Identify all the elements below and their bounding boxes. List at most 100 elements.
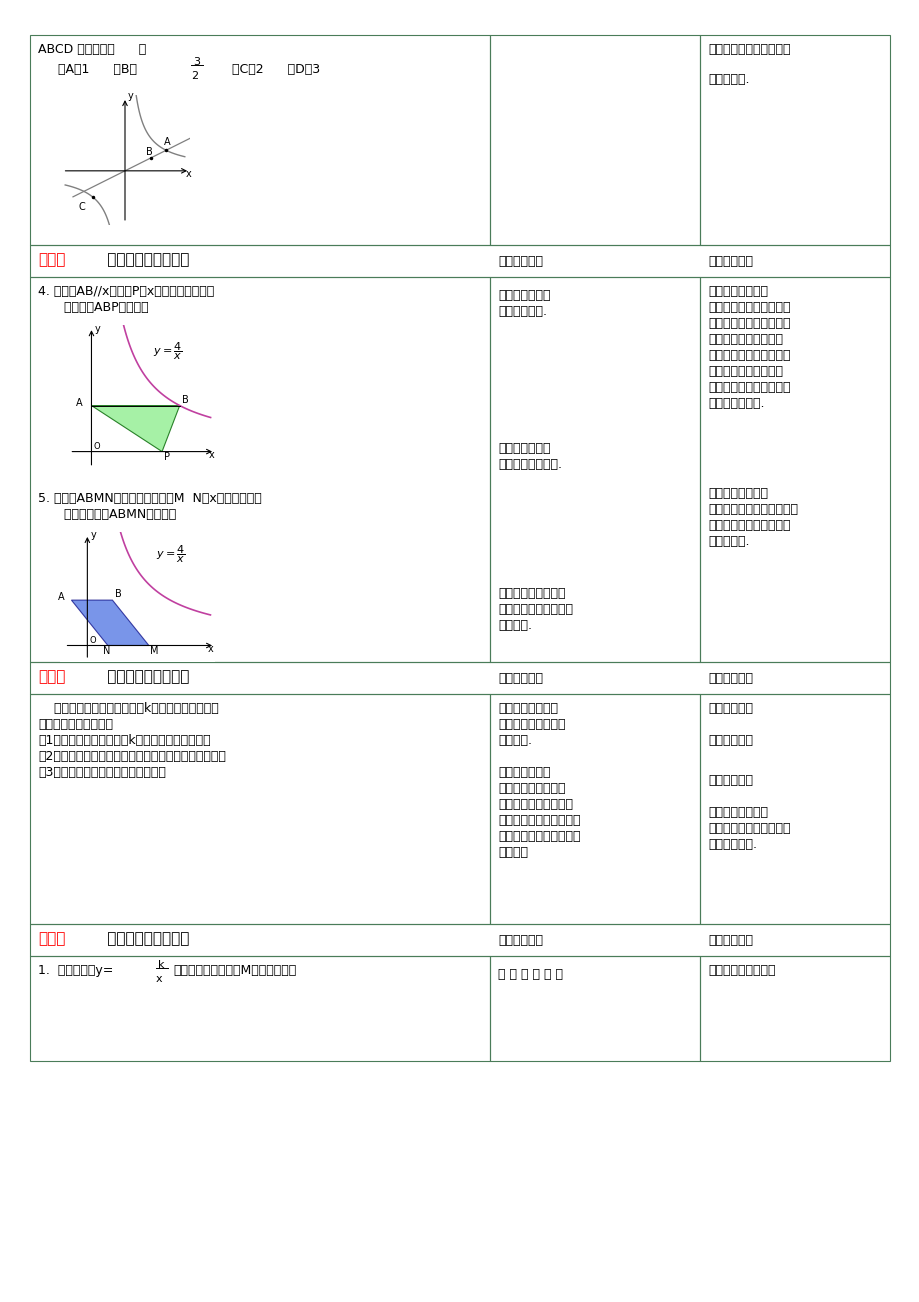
Text: C: C [78,202,85,212]
Text: 活动五: 活动五 [38,669,65,684]
Text: x: x [186,169,192,180]
Bar [30,694,490,924]
Text: 数形结合、数形结合和分: 数形结合、数形结合和分 [497,814,580,827]
Text: 引导学生总结在思: 引导学生总结在思 [708,806,767,819]
Text: N: N [103,646,110,656]
Text: y: y [95,324,101,333]
Text: 【设计意图】: 【设计意图】 [708,773,752,786]
Text: ABCD 的面积为（      ）: ABCD 的面积为（ ） [38,43,146,56]
Bar [30,35,490,245]
Bar [30,245,889,277]
Text: 老师加以引导和: 老师加以引导和 [497,766,550,779]
Bar [490,694,699,924]
Text: 题，学生思索.: 题，学生思索. [497,305,547,318]
Text: 【媒体应用】: 【媒体应用】 [708,702,752,715]
Text: $y=\dfrac{4}{x}$: $y=\dfrac{4}{x}$ [153,340,183,362]
Text: 拓展提升，学问迁移: 拓展提升，学问迁移 [102,253,189,267]
Bar [699,35,889,245]
Text: 【设计意图】: 【设计意图】 [708,934,752,947]
Text: （A）1      （B）: （A）1 （B） [58,62,137,76]
Text: 【师生活动】: 【师生活动】 [497,255,542,268]
Text: x: x [208,643,214,654]
Polygon shape [91,405,179,452]
Bar [30,277,490,661]
Text: A: A [58,592,64,602]
Text: 类探讨、反比例函数面积: 类探讨、反比例函数面积 [497,829,580,842]
Text: x: x [209,450,214,461]
Text: 步熟悉解决问题的方法: 步熟悉解决问题的方法 [708,365,782,378]
Bar [30,924,889,956]
Text: 程，并回答以下问题：: 程，并回答以下问题： [38,717,113,730]
Text: A: A [76,397,83,408]
Text: B: B [145,147,153,156]
Text: 使学问系统化.: 使学问系统化. [708,838,756,852]
Text: 活动六: 活动六 [38,931,65,947]
Text: A: A [164,137,170,147]
Bar [30,956,490,1061]
Text: （3）你有哪些收获？（学问、情感）: （3）你有哪些收获？（学问、情感） [38,766,165,779]
Text: 问题的实力.: 问题的实力. [708,73,749,86]
Text: 内容，激励学生动手动脑，: 内容，激励学生动手动脑， [708,503,797,516]
Text: 随堂检测，自我评价: 随堂检测，自我评价 [102,931,189,947]
Text: 【媒体应用】: 【媒体应用】 [708,672,752,685]
Text: B: B [115,589,121,599]
Text: 态的演示每个问题.: 态的演示每个问题. [497,458,562,471]
Text: 与过程，从而提高分析和: 与过程，从而提高分析和 [708,381,789,395]
Text: 老师提出动点问: 老师提出动点问 [497,289,550,302]
Text: 归纳小结，解决问题: 归纳小结，解决问题 [102,669,189,684]
Text: 体会动点问题，并用特: 体会动点问题，并用特 [497,603,573,616]
Text: M: M [150,646,159,656]
Text: 出示小结问题: 出示小结问题 [708,734,752,747]
Text: 【老师活动】: 【老师活动】 [497,934,542,947]
Text: 请回顾反比例函数比例系数k的几何意义的探究过: 请回顾反比例函数比例系数k的几何意义的探究过 [38,702,219,715]
Text: 解决问题的实力.: 解决问题的实力. [708,397,764,410]
Text: 求平行四边形ABMN的面积？: 求平行四边形ABMN的面积？ [52,508,176,521]
Polygon shape [72,600,149,646]
Bar [699,956,889,1061]
Text: （1）反比例函数比例系数k具有怎样的几何意义？: （1）反比例函数比例系数k具有怎样的几何意义？ [38,734,210,747]
Text: O: O [94,443,100,452]
Text: 3: 3 [193,57,199,66]
Text: 【设计意图】: 【设计意图】 [708,255,752,268]
Text: 问题的实力.: 问题的实力. [708,535,749,548]
Bar [699,277,889,661]
Text: 历得到巩固和深化，进一: 历得到巩固和深化，进一 [708,349,789,362]
Text: 【师生活动】: 【师生活动】 [497,672,542,685]
Text: 使学生把刚刚获得的阅: 使学生把刚刚获得的阅 [708,333,782,346]
Text: 学生亲自动手操作，: 学生亲自动手操作， [497,587,565,600]
Text: k: k [158,960,165,970]
Bar [30,661,889,694]
Text: 课的收获.: 课的收获. [497,734,531,747]
Text: 的图像如图所示，点M是该函数图像: 的图像如图所示，点M是该函数图像 [173,963,296,976]
Text: 的面积的结论，划归成熟: 的面积的结论，划归成熟 [708,301,789,314]
Text: 老师提出问题，学: 老师提出问题，学 [497,702,558,715]
Text: 培育学生分析问题、解决: 培育学生分析问题、解决 [708,519,789,533]
Text: 活动四: 活动四 [38,253,65,267]
Text: B: B [182,396,188,405]
Text: 为进一步落实所学: 为进一步落实所学 [708,487,767,500]
Text: （C）2      （D）3: （C）2 （D）3 [208,62,320,76]
Text: 悉的问题，通过类似问题: 悉的问题，通过类似问题 [708,316,789,329]
Text: 想方法和情感上的收获，: 想方法和情感上的收获， [708,822,789,835]
Text: 刚好评价，反馈学习: 刚好评价，反馈学习 [708,963,775,976]
Bar [490,35,699,245]
Text: O: O [89,637,96,646]
Text: 培育学生分析问题、解决: 培育学生分析问题、解决 [708,43,789,56]
Text: 5. 四边形ABMN是平行四边形，点M  N是x轴上的动点，: 5. 四边形ABMN是平行四边形，点M N是x轴上的动点， [38,492,262,505]
Text: 的不变性: 的不变性 [497,846,528,859]
Bar [490,277,699,661]
Text: 值法求解.: 值法求解. [497,618,531,631]
Text: 归纳并强调在解决问: 归纳并强调在解决问 [497,783,565,796]
Text: 生思索回答总结本节: 生思索回答总结本节 [497,717,565,730]
Text: 让学生依据三角形: 让学生依据三角形 [708,285,767,298]
Text: （2）通过本节课的学习你驾驭了哪些数学思想和方法？: （2）通过本节课的学习你驾驭了哪些数学思想和方法？ [38,750,226,763]
Text: y: y [91,530,96,540]
Text: 求三角形ABP的面积？: 求三角形ABP的面积？ [52,301,149,314]
Text: 2: 2 [191,72,198,81]
Text: 老 师 出 示 检 测: 老 师 出 示 检 测 [497,967,562,980]
Text: 题时留意以形助数，用: 题时留意以形助数，用 [497,798,573,811]
Text: $y=\dfrac{4}{x}$: $y=\dfrac{4}{x}$ [155,544,185,565]
Text: x: x [156,974,163,984]
Text: y: y [128,91,133,102]
Text: 老师借助软件动: 老师借助软件动 [497,441,550,454]
